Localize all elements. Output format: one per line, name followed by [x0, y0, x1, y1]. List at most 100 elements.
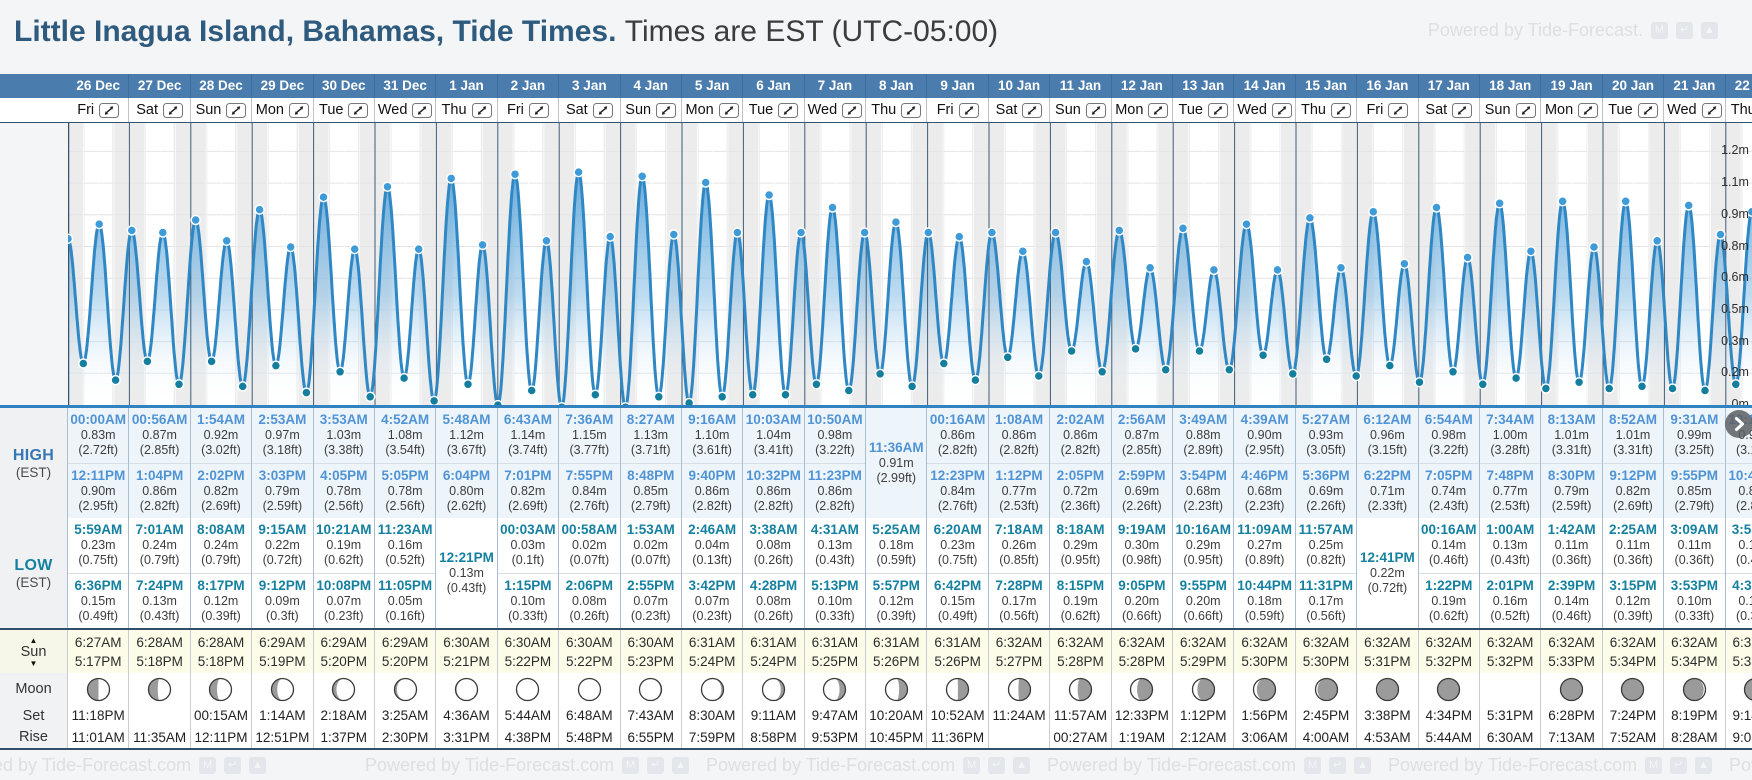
expand-day-button[interactable]: [592, 102, 613, 118]
high-tide-point: [1241, 218, 1252, 230]
tide-height-m: 0.77m: [1001, 483, 1037, 498]
expand-icon: [1578, 102, 1599, 118]
expand-day-button[interactable]: [1701, 102, 1722, 118]
weekday-cell-2[interactable]: Sun: [191, 98, 253, 122]
weekday-label: Sat: [995, 102, 1018, 118]
watermark-arrow-icon: ↵: [647, 757, 665, 774]
weekday-cell-24[interactable]: Mon: [1541, 98, 1603, 122]
expand-day-button[interactable]: [778, 102, 799, 118]
weekday-cell-17[interactable]: Mon: [1112, 98, 1174, 122]
weekday-cell-20[interactable]: Thu: [1296, 98, 1358, 122]
tide-height-ft: (2.33ft): [1367, 498, 1408, 513]
weekday-cell-22[interactable]: Sat: [1419, 98, 1480, 122]
expand-day-button[interactable]: [656, 102, 677, 118]
expand-day-button[interactable]: [1578, 102, 1599, 118]
low-tide-entry: 1:42AM 0.11m (0.36ft): [1541, 518, 1601, 573]
weekday-cell-16[interactable]: Sun: [1050, 98, 1112, 122]
high-tide-entry: 6:22PM 0.71m (2.33ft): [1357, 462, 1418, 519]
watermark-video-icon: M: [1304, 757, 1322, 774]
expand-day-button[interactable]: [226, 102, 247, 118]
y-axis-label: 0.9m (3.1ft): [1721, 206, 1752, 221]
weekday-cell-13[interactable]: Thu: [866, 98, 928, 122]
weekday-cell-5[interactable]: Wed: [375, 98, 437, 122]
high-tide-cell-20: 5:27AM 0.93m (3.05ft) 5:36PM 0.69m (2.26ft): [1295, 408, 1358, 518]
moonset-cell-12: 9:47AM: [805, 705, 867, 726]
tide-height-m: 0.11m: [1677, 538, 1712, 553]
tide-height-m: 0.98m: [1431, 428, 1467, 443]
expand-day-button[interactable]: [958, 102, 979, 118]
sun-row-label[interactable]: ▲ Sun ▼: [0, 630, 68, 673]
weekday-cell-26[interactable]: Wed: [1664, 98, 1726, 122]
next-days-button[interactable]: [1725, 410, 1752, 438]
expand-day-button[interactable]: [901, 102, 922, 118]
weekday-cell-18[interactable]: Tue: [1173, 98, 1235, 122]
tide-time: 8:27AM: [626, 412, 675, 428]
tide-height-m: 0.04m: [694, 538, 730, 553]
expand-day-button[interactable]: [162, 102, 183, 118]
high-tide-entry: 7:36AM 1.15m (3.77ft): [559, 408, 619, 463]
weekday-cell-4[interactable]: Tue: [314, 98, 375, 122]
expand-day-button[interactable]: [412, 102, 433, 118]
sunset-time: 5:31PM: [1364, 653, 1411, 669]
weekday-cell-3[interactable]: Mon: [252, 98, 314, 122]
moonrise-cell-2: 12:11PM: [191, 726, 253, 748]
weekday-cell-9[interactable]: Sun: [621, 98, 682, 122]
expand-day-button[interactable]: [288, 102, 309, 118]
weekday-cell-1[interactable]: Sat: [129, 98, 191, 122]
weekday-cell-27[interactable]: Thu: [1726, 98, 1752, 122]
tide-height-m: 0.82m: [510, 483, 546, 498]
tide-time: 7:01PM: [504, 467, 552, 483]
weekday-cell-10[interactable]: Mon: [682, 98, 744, 122]
weekday-cell-0[interactable]: Fri: [68, 98, 130, 122]
tide-time: 8:17PM: [197, 577, 245, 593]
tide-chart: [68, 123, 1752, 405]
weekday-row: Fri Sat Sun Mon Tue Wed Thu Fri Sat Sun Mon Tue Wed T…: [0, 98, 1752, 123]
weekday-label: Fri: [936, 102, 954, 118]
low-tide-point: [1287, 368, 1299, 380]
tide-time: 1:12PM: [995, 467, 1043, 483]
sunrise-time: 6:30AM: [443, 634, 490, 650]
expand-day-button[interactable]: [1271, 102, 1292, 118]
weekday-cell-6[interactable]: Thu: [436, 98, 498, 122]
tide-height-m: 0.91m: [878, 456, 914, 470]
expand-day-button[interactable]: [1148, 102, 1169, 118]
expand-day-button[interactable]: [718, 102, 739, 118]
moonrise-cell-8: 5:48PM: [559, 726, 621, 748]
weekday-cell-12[interactable]: Wed: [805, 98, 867, 122]
expand-day-button[interactable]: [528, 102, 549, 118]
weekday-cell-23[interactable]: Sun: [1480, 98, 1542, 122]
expand-day-button[interactable]: [471, 102, 492, 118]
expand-day-button[interactable]: [1388, 102, 1409, 118]
expand-day-button[interactable]: [1085, 102, 1106, 118]
moon-phase-cell-3: [252, 673, 314, 705]
high-tide-point: [190, 214, 201, 226]
low-tide-point: [1636, 381, 1648, 392]
expand-day-button[interactable]: [99, 102, 120, 118]
expand-day-button[interactable]: [1637, 102, 1658, 118]
expand-day-button[interactable]: [1022, 102, 1043, 118]
tide-height-m: 0.86m: [756, 483, 791, 498]
weekday-cell-11[interactable]: Tue: [743, 98, 805, 122]
expand-day-button[interactable]: [1515, 102, 1536, 118]
expand-day-button[interactable]: [1207, 102, 1228, 118]
expand-day-button[interactable]: [1452, 102, 1473, 118]
sun-sort-down-icon[interactable]: ▼: [29, 658, 38, 668]
high-tide-cell-12: 10:50AM 0.98m (3.22ft) 11:23PM 0.86m (2.82ft): [804, 408, 867, 518]
high-tide-entry: 4:46PM 0.68m (2.23ft): [1234, 462, 1295, 519]
weekday-cell-19[interactable]: Wed: [1234, 98, 1296, 122]
expand-day-button[interactable]: [842, 102, 863, 118]
weekday-cell-14[interactable]: Fri: [927, 98, 989, 122]
weekday-cell-7[interactable]: Fri: [498, 98, 560, 122]
weekday-cell-8[interactable]: Sat: [559, 98, 621, 122]
tide-time: 7:24PM: [135, 577, 184, 593]
weekday-cell-15[interactable]: Sat: [989, 98, 1051, 122]
tide-height-ft: (3.31ft): [1551, 443, 1592, 458]
expand-day-button[interactable]: [348, 102, 369, 118]
weekday-cell-21[interactable]: Fri: [1357, 98, 1419, 122]
high-tide-entry: 2:02PM 0.82m (2.69ft): [190, 462, 252, 519]
sun-sort-up-icon[interactable]: ▲: [29, 635, 38, 645]
expand-day-button[interactable]: [1331, 102, 1351, 118]
date-cell-1: 27 Dec: [129, 74, 191, 98]
weekday-cell-25[interactable]: Tue: [1603, 98, 1665, 122]
high-tide-point: [604, 231, 616, 242]
